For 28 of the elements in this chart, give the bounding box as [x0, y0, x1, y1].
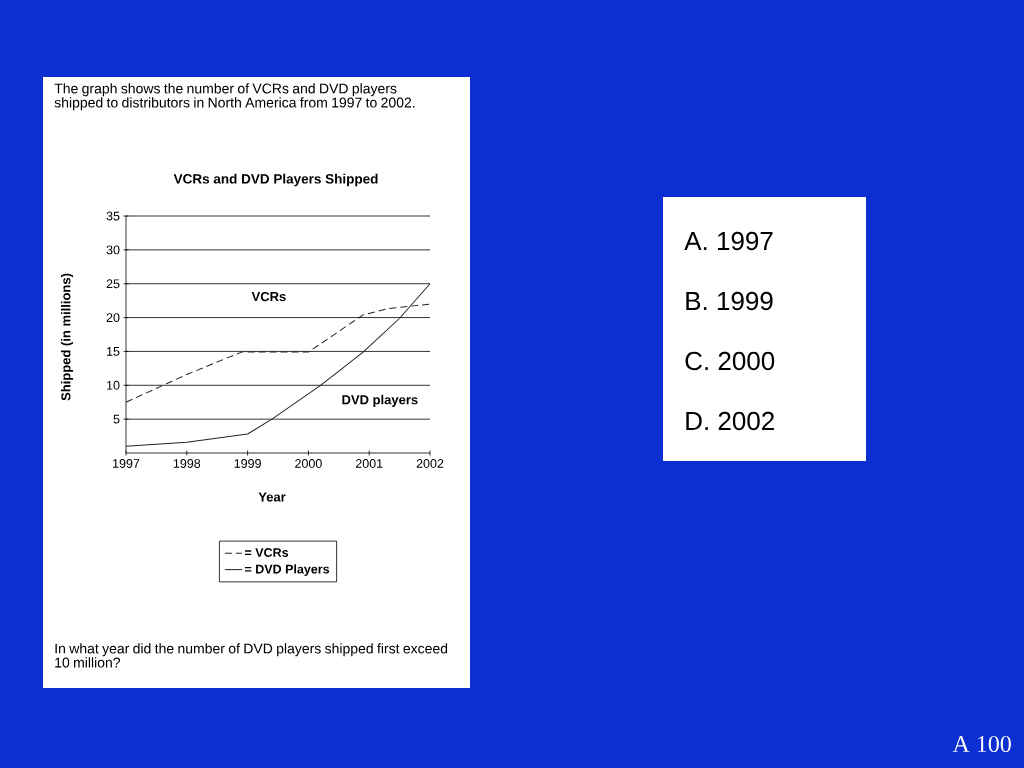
text: In what year did the number of DVD players shipped first exceed 10 million? [55, 643, 448, 668]
legend-label: = DVD Players [245, 564, 330, 576]
text: B. 1999 [686, 291, 773, 311]
y-tick-label: 20 [106, 313, 120, 323]
x-tick-label: 2001 [355, 459, 383, 468]
y-axis-title: Shipped (in millions) [60, 273, 74, 401]
legend-label: = VCRs [245, 548, 289, 557]
y-tick-label: 30 [106, 245, 120, 255]
text: C. 2000 [685, 351, 775, 371]
y-tick-label: 25 [106, 279, 120, 289]
x-tick-label: 2002 [416, 459, 444, 468]
y-tick-label: 15 [107, 347, 120, 356]
annotation: DVD players [342, 394, 418, 407]
x-tick-label: 1998 [173, 459, 201, 468]
chart-title: VCRs and DVD Players Shipped [173, 173, 378, 187]
text: A 100 [952, 735, 1011, 753]
x-tick-label: 1999 [234, 459, 261, 468]
y-tick-label: 10 [107, 380, 120, 390]
annotation: VCRs [251, 291, 286, 302]
y-tick-label: 35 [106, 211, 120, 221]
x-tick-label: 1997 [113, 459, 140, 468]
x-axis-title: Year [258, 492, 286, 502]
y-tick-label: 5 [113, 414, 120, 424]
x-tick-label: 2000 [295, 459, 322, 468]
text: The graph shows the number of VCRs and DVD players shipped to distributors in North America from 1997 to 2002. [54, 83, 415, 111]
text: D. 2002 [686, 411, 774, 431]
line-series [125, 283, 431, 447]
text: A. 1997 [684, 231, 773, 251]
